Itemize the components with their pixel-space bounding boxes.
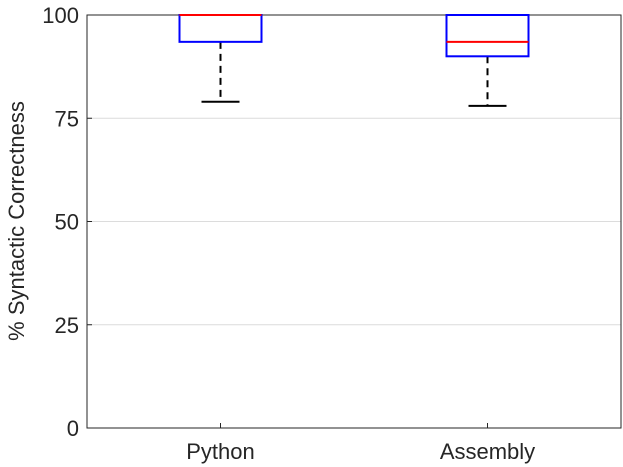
box-assembly (445, 14, 530, 58)
y-tick-label-0: 0 (67, 416, 79, 441)
y-axis-label: % Syntactic Correctness (4, 101, 29, 341)
axes (86, 14, 622, 429)
x-tick-label-python: Python (186, 439, 255, 464)
y-tick-label-50: 50 (55, 210, 79, 235)
y-tick-label-75: 75 (55, 106, 79, 131)
y-tick-label-25: 25 (55, 313, 79, 338)
gridlines (87, 117, 621, 326)
plot-frame (86, 14, 622, 429)
box-python (178, 14, 263, 43)
tick-labels: 0 25 50 75 100 Python Assembly (42, 3, 535, 464)
x-tick-label-assembly: Assembly (440, 439, 535, 464)
boxes (178, 14, 530, 107)
y-tick-label-100: 100 (42, 3, 79, 28)
